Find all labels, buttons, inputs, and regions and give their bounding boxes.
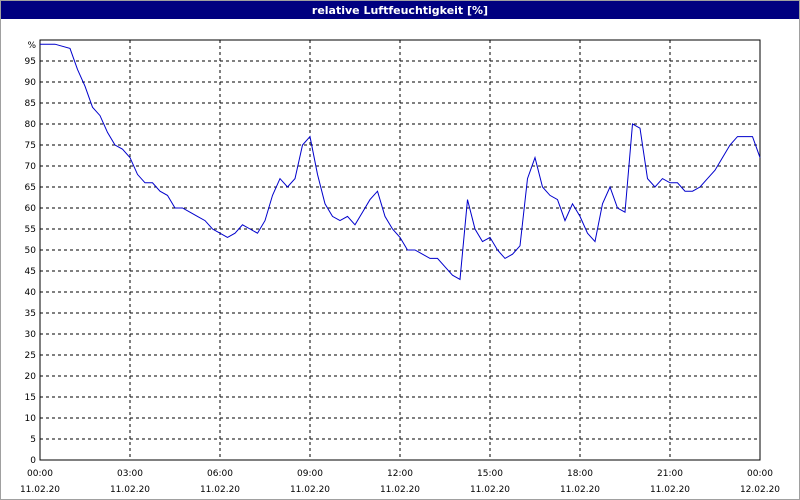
- y-tick-label: 80: [25, 120, 37, 130]
- chart-title: relative Luftfeuchtigkeit [%]: [1, 1, 799, 19]
- x-tick-time-label: 03:00: [117, 469, 143, 479]
- y-tick-label: 65: [25, 183, 36, 193]
- x-tick-time-label: 00:00: [27, 469, 53, 479]
- y-tick-label: 95: [25, 57, 36, 67]
- horizontal-grid: [40, 60, 760, 440]
- x-tick-date-label: 11.02.20: [380, 485, 420, 495]
- y-tick-label: 55: [25, 225, 36, 235]
- x-tick-date-label: 11.02.20: [560, 485, 600, 495]
- y-tick-label: 75: [25, 141, 36, 151]
- y-tick-label: 90: [25, 78, 37, 88]
- x-tick-date-label: 12.02.20: [740, 485, 780, 495]
- y-tick-label: 25: [25, 351, 36, 361]
- y-tick-label: 60: [25, 204, 37, 214]
- x-tick-date-label: 11.02.20: [650, 485, 690, 495]
- y-tick-label: 20: [25, 372, 37, 382]
- y-unit-label: %: [27, 41, 36, 51]
- x-tick-date-label: 11.02.20: [470, 485, 510, 495]
- y-tick-label: 0: [30, 456, 36, 466]
- x-axis-tick-labels: 00:00 11.02.20 03:00 11.02.20 06:00 11.02.20 0…: [20, 469, 780, 495]
- y-tick-label: 45: [25, 267, 36, 277]
- x-tick-date-label: 11.02.20: [110, 485, 150, 495]
- x-tick-date-label: 11.02.20: [20, 485, 60, 495]
- x-tick-time-label: 18:00: [567, 469, 593, 479]
- y-tick-label: 15: [25, 393, 36, 403]
- y-tick-label: 30: [25, 330, 37, 340]
- humidity-series-line: [40, 43, 761, 281]
- y-tick-label: 50: [25, 246, 37, 256]
- y-tick-label: 85: [25, 99, 36, 109]
- x-tick-date-label: 11.02.20: [200, 485, 240, 495]
- x-tick-time-label: 15:00: [477, 469, 503, 479]
- y-tick-label: 5: [30, 435, 36, 445]
- y-tick-label: 40: [25, 288, 37, 298]
- y-tick-label: 70: [25, 162, 37, 172]
- x-tick-date-label: 11.02.20: [290, 485, 330, 495]
- y-tick-label: 35: [25, 309, 36, 319]
- x-tick-time-label: 00:00: [747, 469, 773, 479]
- x-tick-time-label: 12:00: [387, 469, 413, 479]
- x-tick-time-label: 06:00: [207, 469, 233, 479]
- y-axis-tick-labels: 0 5 10 15 20 25 30 35 40 45 50 55 60 65 70 75 80 85 90 95%: [25, 41, 37, 466]
- x-tick-time-label: 09:00: [297, 469, 323, 479]
- x-tick-time-label: 21:00: [657, 469, 683, 479]
- y-tick-label: 10: [25, 414, 37, 424]
